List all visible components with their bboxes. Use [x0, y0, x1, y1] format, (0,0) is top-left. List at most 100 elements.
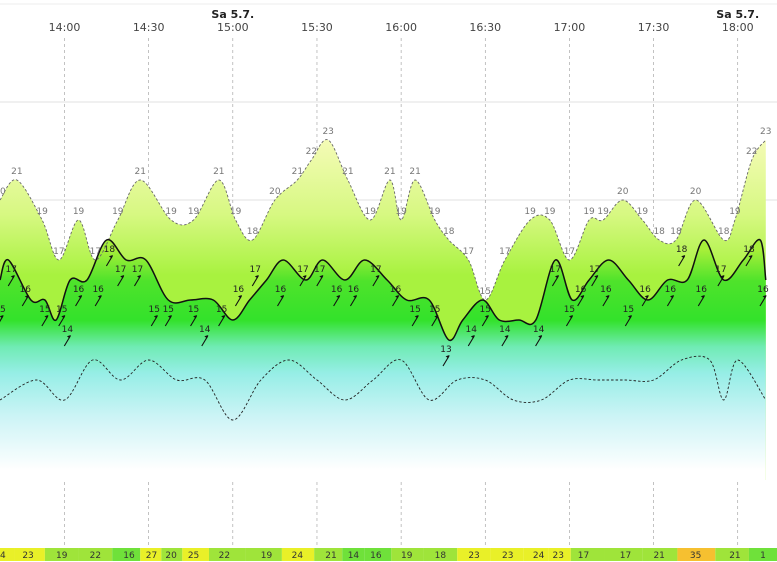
strip-value-label: 16: [370, 551, 382, 561]
time-tick-label: 18:00: [722, 21, 754, 34]
wind-speed-label: 16: [73, 285, 85, 295]
gust-value-label: 19: [637, 207, 649, 217]
gust-value-label: 19: [365, 207, 377, 217]
wind-arrow: [551, 275, 560, 287]
wind-speed-label: 16: [390, 285, 402, 295]
wind-arrow: [7, 275, 15, 287]
wind-speed-label: 13: [440, 345, 451, 355]
gust-value-label: 17: [463, 247, 474, 257]
wind-arrow: [277, 295, 285, 307]
strip-value-label: 14: [348, 551, 360, 561]
strip-cell: [161, 548, 183, 561]
strip-cell: [112, 548, 141, 561]
wind-arrow: [431, 315, 439, 327]
strip-cell: [245, 548, 282, 561]
wind-speed-label: 16: [275, 285, 287, 295]
wind-speed-label: 15: [564, 305, 575, 315]
wind-arrow: [591, 275, 599, 287]
wind-speed-label: 16: [92, 285, 104, 295]
wind-speed-label: 15: [188, 305, 199, 315]
gust-value-label: 21: [292, 167, 303, 177]
time-tick-label: 15:00: [217, 21, 249, 34]
strip-cell: [0, 548, 15, 561]
gust-value-label: 21: [342, 167, 353, 177]
wind-speed-label: 15: [163, 305, 174, 315]
strip-cell: [342, 548, 365, 561]
wind-arrow: [105, 255, 113, 267]
strip-value-label: 18: [435, 551, 447, 561]
gust-value-label: 20: [690, 187, 702, 197]
wind-speed-label: 17: [250, 265, 261, 275]
strip-value-label: 21: [325, 551, 336, 561]
day-label: Sa 5.7.: [211, 8, 254, 21]
wind-speed-label: 17: [550, 265, 561, 275]
gust-value-label: 19: [544, 207, 556, 217]
strip-cell: [78, 548, 113, 561]
wind-arrow: [577, 295, 585, 307]
gust-value-label: 18: [718, 227, 730, 237]
gust-value-label: 20: [0, 187, 6, 197]
wind-speed-label: 16: [600, 285, 612, 295]
wind-arrow-layer: 1517161515141616181717151515141516171617…: [0, 245, 769, 367]
wind-arrow: [535, 335, 543, 347]
wind-speed-label: 15: [409, 305, 420, 315]
strip-cell: [604, 548, 643, 561]
strip-value-label: 1: [760, 551, 766, 561]
strip-cell: [457, 548, 491, 561]
gust-line: [0, 139, 767, 301]
gust-value-label: 22: [746, 147, 757, 157]
day-label: Sa 5.7.: [716, 8, 759, 21]
wind-speed-label: 17: [314, 265, 325, 275]
wind-arrow: [501, 335, 509, 347]
wind-arrow: [133, 275, 142, 287]
strip-cell: [314, 548, 343, 561]
area-layer: [0, 139, 766, 480]
time-tick-label: 16:00: [385, 21, 417, 34]
wind-speed-label: 15: [149, 305, 160, 315]
wind-arrow: [21, 295, 29, 307]
time-tick-label: 16:30: [469, 21, 501, 34]
strip-cell: [642, 548, 678, 561]
wind-speed-label: 15: [429, 305, 440, 315]
mean-wind-line: [0, 238, 767, 342]
strip-cell: [208, 548, 246, 561]
wind-speed-label: 16: [20, 285, 32, 295]
wind-speed-label: 16: [331, 285, 343, 295]
gust-value-label: 19: [36, 207, 48, 217]
wind-arrow: [75, 295, 83, 307]
wind-speed-label: 17: [132, 265, 143, 275]
wind-speed-label: 15: [39, 305, 50, 315]
wind-arrow: [58, 315, 66, 327]
strip-cell: [182, 548, 209, 561]
time-tick-label: 15:30: [301, 21, 333, 34]
gust-value-label: 18: [653, 227, 665, 237]
gust-value-label: 19: [597, 207, 609, 217]
strip-cell: [523, 548, 549, 561]
wind-speed-label: 16: [665, 285, 677, 295]
strip-value-label: 25: [188, 551, 199, 561]
bottom-value-strip: 24 23 19 22 16 27 20 25 22 19 24 21 14 16 19 18 23 23 24 23…: [0, 548, 777, 561]
strip-value-label: 22: [219, 551, 230, 561]
wind-arrow: [201, 335, 209, 347]
strip-cell: [677, 548, 716, 561]
wind-arrow: [299, 275, 307, 287]
wind-speed-label: 16: [233, 285, 245, 295]
strip-value-label: 23: [552, 551, 563, 561]
gust-value-label: 19: [165, 207, 177, 217]
strip-value-label: 16: [123, 551, 135, 561]
strip-value-label: 23: [502, 551, 513, 561]
gust-value-label: 17: [90, 247, 101, 257]
gust-value-label: 19: [729, 207, 741, 217]
wind-speed-label: 16: [575, 285, 587, 295]
wind-arrow: [467, 335, 475, 347]
gust-value-label: 21: [135, 167, 146, 177]
wind-speed-label: 15: [56, 305, 67, 315]
wind-speed-label: 15: [0, 305, 6, 315]
wind-arrow: [641, 295, 649, 307]
wind-arrow: [218, 315, 226, 327]
wind-arrow: [94, 295, 102, 307]
wind-arrow: [392, 295, 400, 307]
wind-arrow: [565, 315, 574, 327]
wind-arrow: [697, 295, 705, 307]
